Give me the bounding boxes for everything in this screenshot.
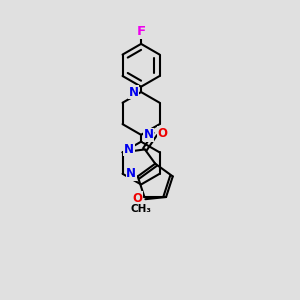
- Text: O: O: [158, 127, 168, 140]
- Text: N: N: [129, 85, 139, 98]
- Text: N: N: [143, 128, 154, 141]
- Text: CH₃: CH₃: [130, 204, 152, 214]
- Text: N: N: [126, 167, 136, 180]
- Text: N: N: [124, 143, 134, 156]
- Text: O: O: [133, 192, 143, 205]
- Text: F: F: [136, 25, 146, 38]
